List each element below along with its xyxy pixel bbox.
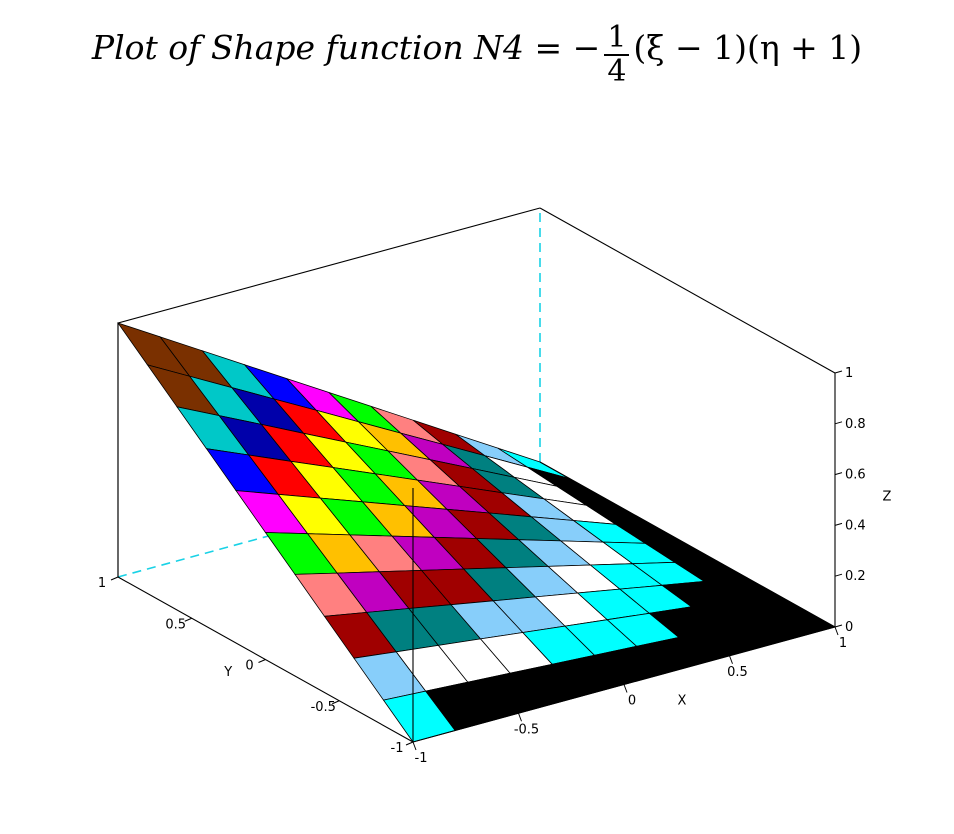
y-tick-label: 0 xyxy=(245,659,253,674)
z-tick-label: 0.8 xyxy=(845,417,866,432)
z-tick-label: 1 xyxy=(845,366,853,381)
z-tick-mark xyxy=(834,573,843,577)
y-tick-label: 0.5 xyxy=(165,617,186,632)
y-tick-mark xyxy=(110,576,119,581)
x-tick-label: -0.5 xyxy=(514,722,539,737)
z-tick-label: 0.4 xyxy=(845,518,866,533)
chart-title: Plot of Shape function N4 = −1 4 (ξ − 1)(η… xyxy=(0,22,954,87)
z-tick-label: 0.2 xyxy=(845,569,866,584)
y-axis-label: Y xyxy=(223,665,232,680)
title-factors: (ξ − 1)(η + 1) xyxy=(633,28,863,67)
z-tick-mark xyxy=(834,421,843,425)
x-tick-label: 1 xyxy=(839,636,847,651)
x-tick-mark xyxy=(412,741,417,751)
box-back-top-edge-y xyxy=(539,207,836,374)
x-tick-label: 0.5 xyxy=(727,665,748,680)
z-tick-label: 0 xyxy=(845,620,853,635)
x-tick-label: 0 xyxy=(628,694,636,709)
title-frac-denominator: 4 xyxy=(607,53,627,89)
y-tick-label: 1 xyxy=(98,576,106,591)
y-tick-mark xyxy=(405,741,414,746)
z-tick-mark xyxy=(834,522,843,526)
z-tick-mark xyxy=(834,370,843,374)
x-tick-mark xyxy=(834,626,839,636)
y-tick-mark xyxy=(332,700,340,705)
box-back-top-edge-x xyxy=(117,207,541,324)
title-text: Plot of Shape function N4 xyxy=(91,28,525,67)
y-tick-label: -0.5 xyxy=(311,700,336,715)
x-axis-label: X xyxy=(678,694,687,709)
surface-mesh xyxy=(116,322,837,743)
x-tick-label: -1 xyxy=(415,751,428,766)
z-axis-label: Z xyxy=(883,489,892,504)
x-tick-mark xyxy=(729,655,733,664)
z-tick-mark xyxy=(834,472,843,476)
x-tick-mark xyxy=(518,713,522,722)
title-frac-numerator: 1 xyxy=(604,22,630,56)
x-tick-mark xyxy=(623,684,628,693)
y-tick-label: -1 xyxy=(391,741,404,756)
z-tick-mark xyxy=(834,624,843,628)
title-equals: = − xyxy=(524,28,601,67)
y-tick-mark xyxy=(184,617,192,622)
z-tick-label: 0.6 xyxy=(845,468,866,483)
box-right-floor-edge-y xyxy=(539,461,836,628)
y-tick-mark xyxy=(258,659,266,663)
